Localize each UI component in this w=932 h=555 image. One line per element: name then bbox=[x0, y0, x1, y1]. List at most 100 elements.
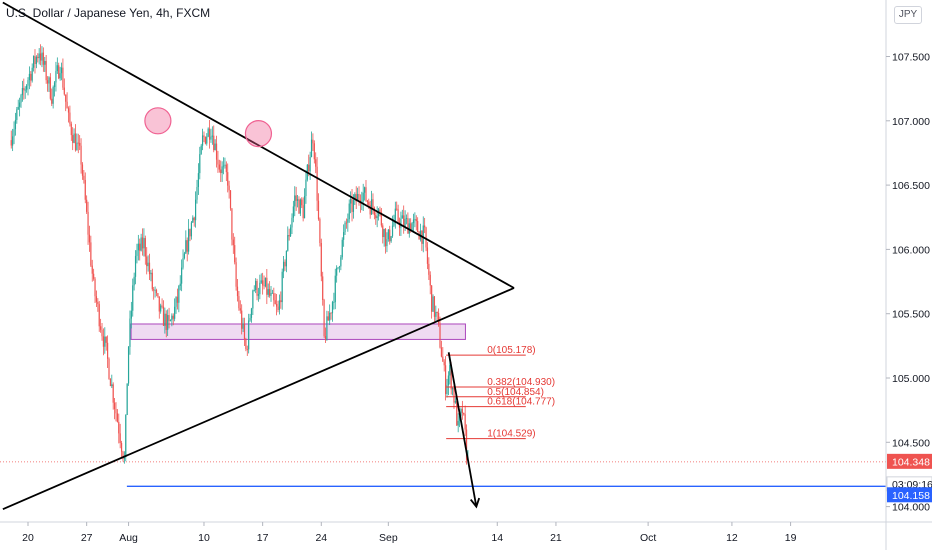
candle-body bbox=[185, 240, 187, 254]
candle-body bbox=[330, 312, 332, 314]
candle-body bbox=[350, 198, 352, 204]
x-tick-label: 14 bbox=[491, 532, 503, 544]
candle-body bbox=[287, 235, 289, 251]
candle-body bbox=[344, 222, 346, 233]
candle-body bbox=[203, 135, 205, 138]
peak-marker-circle bbox=[144, 107, 172, 135]
candle-body bbox=[206, 136, 208, 144]
candle-body bbox=[52, 86, 54, 104]
candle-body bbox=[428, 263, 430, 275]
candle-body bbox=[289, 227, 292, 237]
candle-body bbox=[127, 346, 130, 384]
candle-body bbox=[200, 145, 202, 155]
candle-body bbox=[160, 305, 162, 312]
fib-levels: 0(105.178) 0.382(104.930)0.5(104.854)0.61… bbox=[446, 345, 555, 440]
candle-body bbox=[93, 273, 95, 279]
fib-label: 0(105.178) bbox=[487, 345, 535, 356]
candle-body bbox=[322, 276, 324, 300]
fib-label: 0.618(104.777) bbox=[487, 397, 555, 408]
candle-body bbox=[382, 225, 384, 238]
candle-body bbox=[453, 387, 455, 403]
candle-body bbox=[77, 142, 79, 144]
candle-body bbox=[221, 166, 223, 174]
candle-body bbox=[151, 272, 153, 290]
candle-body bbox=[10, 140, 12, 146]
candle-body bbox=[95, 296, 98, 302]
candle-body bbox=[417, 221, 419, 232]
candle-body bbox=[176, 296, 179, 303]
candle-body bbox=[123, 456, 125, 459]
candle-body bbox=[257, 294, 260, 296]
candle-body bbox=[38, 53, 40, 59]
candle-body bbox=[181, 267, 183, 284]
candle-body bbox=[442, 356, 444, 362]
candle-body bbox=[463, 412, 465, 415]
fib-label: 0.382(104.930) bbox=[487, 377, 555, 388]
candle-body bbox=[197, 173, 199, 188]
candle-body bbox=[109, 378, 112, 387]
currency-badge[interactable]: JPY bbox=[894, 6, 922, 24]
candle-body bbox=[315, 159, 317, 167]
candle-body bbox=[21, 87, 24, 96]
candle-body bbox=[384, 229, 387, 247]
y-tick-label: 104.500 bbox=[892, 437, 930, 449]
candle-body bbox=[69, 112, 71, 124]
candle-body bbox=[363, 187, 366, 193]
candle-body bbox=[267, 289, 269, 295]
candle-body bbox=[351, 198, 353, 212]
candles bbox=[10, 44, 469, 465]
candle-body bbox=[88, 234, 91, 243]
candle-body bbox=[201, 135, 204, 146]
candle-body bbox=[425, 227, 427, 248]
candle-body bbox=[70, 123, 72, 136]
candle-body bbox=[432, 296, 434, 312]
y-tick-label: 107.000 bbox=[892, 116, 930, 128]
candle-body bbox=[196, 187, 198, 200]
candle-body bbox=[405, 218, 408, 219]
candle-body bbox=[105, 336, 107, 343]
candle-body bbox=[435, 311, 437, 317]
last-price-label: 104.348 bbox=[892, 456, 930, 468]
candle-body bbox=[55, 71, 57, 83]
candle-body bbox=[303, 196, 306, 219]
candle-body bbox=[449, 364, 451, 376]
candle-body bbox=[248, 320, 250, 350]
candle-body bbox=[465, 429, 468, 461]
candle-body bbox=[79, 142, 81, 146]
candle-body bbox=[320, 242, 322, 277]
candle-body bbox=[313, 143, 315, 160]
candle-body bbox=[72, 135, 74, 143]
candle-body bbox=[27, 80, 29, 86]
candle-body bbox=[20, 95, 22, 103]
candle-body bbox=[443, 361, 445, 366]
candle-body bbox=[337, 267, 339, 269]
candle-body bbox=[354, 194, 356, 200]
candle-body bbox=[51, 98, 53, 104]
candle-body bbox=[171, 315, 173, 321]
candle-body bbox=[401, 215, 403, 219]
candle-body bbox=[213, 135, 215, 151]
candle-body bbox=[326, 316, 328, 340]
candle-body bbox=[266, 277, 268, 295]
candle-body bbox=[252, 290, 254, 309]
candle-body bbox=[186, 240, 188, 252]
candle-body bbox=[376, 216, 378, 219]
candle-body bbox=[91, 265, 93, 274]
candle-body bbox=[375, 215, 377, 219]
candle-body bbox=[164, 313, 166, 326]
candle-body bbox=[129, 318, 131, 347]
candle-body bbox=[46, 80, 49, 84]
candle-body bbox=[146, 256, 148, 267]
x-tick-label: 19 bbox=[785, 532, 797, 544]
candle-body bbox=[407, 218, 409, 234]
candle-body bbox=[167, 315, 169, 330]
candle-body bbox=[174, 306, 176, 319]
candle-body bbox=[147, 262, 149, 267]
candle-body bbox=[16, 109, 18, 120]
candle-body bbox=[195, 199, 197, 221]
candle-body bbox=[32, 55, 35, 68]
candle-body bbox=[41, 52, 43, 61]
candle-body bbox=[58, 65, 60, 79]
